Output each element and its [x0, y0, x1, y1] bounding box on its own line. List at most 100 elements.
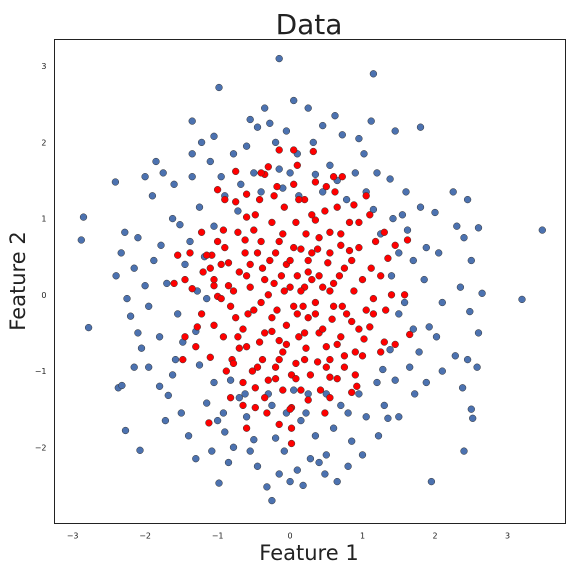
outer-point [427, 477, 436, 486]
outer-point [458, 384, 467, 392]
inner-point [275, 336, 283, 345]
x-tick-label: −1 [212, 532, 224, 541]
inner-point [299, 302, 307, 310]
inner-point [229, 287, 238, 295]
inner-point [197, 310, 206, 318]
outer-point [171, 355, 180, 364]
inner-point [244, 310, 252, 318]
inner-point [355, 325, 363, 333]
inner-point [345, 246, 354, 255]
inner-point [273, 306, 281, 314]
outer-point [319, 188, 327, 196]
inner-point [333, 203, 341, 211]
inner-point [290, 146, 298, 154]
outer-point [268, 401, 276, 410]
outer-point [152, 157, 160, 166]
inner-point [293, 272, 301, 280]
outer-point [229, 443, 238, 451]
inner-point [304, 314, 312, 322]
outer-point [137, 344, 146, 352]
outer-point [141, 173, 149, 181]
inner-point [217, 294, 225, 303]
outer-point [302, 409, 310, 417]
outer-point [463, 195, 472, 204]
inner-point [367, 264, 375, 272]
outer-point [84, 323, 93, 332]
outer-point [221, 428, 229, 436]
outer-point [168, 214, 177, 223]
outer-point [398, 211, 407, 219]
outer-point [130, 363, 138, 371]
inner-point [315, 234, 323, 242]
outer-point [293, 466, 301, 474]
outer-point [373, 378, 381, 387]
outer-point [362, 413, 370, 421]
outer-point [416, 203, 425, 211]
inner-point [358, 352, 367, 360]
outer-point [431, 208, 439, 217]
outer-point [117, 249, 125, 257]
outer-point [406, 363, 414, 371]
inner-point [290, 302, 298, 310]
outer-point [299, 481, 307, 490]
outer-point [123, 294, 131, 303]
inner-point [232, 314, 240, 322]
inner-point [337, 230, 345, 238]
inner-point [348, 317, 356, 326]
outer-point [268, 496, 276, 505]
inner-point [313, 245, 322, 253]
outer-point [344, 462, 352, 470]
outer-point [242, 142, 251, 150]
outer-point [155, 382, 164, 390]
inner-point [275, 420, 283, 429]
inner-point [280, 203, 288, 211]
outer-point [473, 363, 481, 371]
inner-point [311, 178, 320, 186]
inner-point [304, 268, 312, 276]
inner-point [300, 355, 309, 364]
inner-point [326, 287, 334, 295]
inner-point [351, 348, 359, 356]
outer-point [206, 157, 214, 166]
inner-point [319, 325, 327, 333]
x-tick-label: 2 [432, 532, 437, 541]
outer-point [351, 169, 359, 177]
outer-point [77, 236, 85, 244]
outer-point [387, 272, 396, 280]
outer-point [136, 446, 144, 454]
outer-point [409, 256, 417, 265]
inner-point [226, 394, 235, 402]
inner-point [403, 236, 412, 244]
inner-point [369, 294, 378, 303]
inner-point [242, 213, 251, 221]
outer-point [215, 479, 223, 487]
inner-point [309, 147, 317, 156]
inner-point [331, 188, 339, 196]
inner-point [380, 338, 388, 346]
inner-point [329, 302, 338, 310]
outer-point [304, 390, 312, 398]
outer-point [360, 150, 368, 158]
inner-point [213, 186, 222, 194]
inner-point [366, 323, 374, 331]
y-axis-ticks: −2 −1 0 1 2 3 [35, 62, 47, 452]
inner-point [322, 182, 330, 191]
outer-point [188, 117, 196, 125]
outer-point [422, 243, 430, 252]
outer-point [253, 462, 262, 470]
outer-point [203, 399, 211, 407]
outer-point [145, 302, 153, 310]
inner-point [362, 192, 370, 200]
inner-point [292, 375, 300, 383]
outer-point [438, 367, 446, 375]
inner-point [380, 228, 388, 236]
outer-point [290, 386, 298, 394]
outer-point [197, 138, 206, 147]
outer-point [195, 361, 204, 369]
inner-point [377, 272, 385, 280]
inner-point [253, 363, 262, 371]
inner-point [248, 367, 257, 375]
inner-point [348, 388, 356, 397]
inner-point [326, 394, 334, 402]
